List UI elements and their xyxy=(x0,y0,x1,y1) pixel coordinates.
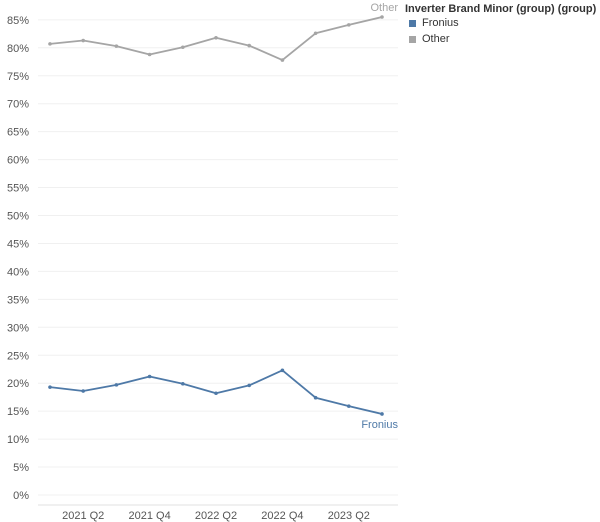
data-point-other xyxy=(247,43,251,48)
legend-item-fronius[interactable]: Fronius xyxy=(409,15,600,31)
y-tick-label: 70% xyxy=(7,99,29,111)
data-point-other xyxy=(313,31,318,36)
data-point-other xyxy=(347,23,351,27)
x-tick-label: 2023 Q2 xyxy=(328,510,370,522)
legend: Inverter Brand Minor (group) (group) Fro… xyxy=(405,3,600,47)
y-tick-label: 10% xyxy=(7,434,29,446)
y-tick-label: 60% xyxy=(7,155,29,167)
data-point-fronius xyxy=(247,383,251,388)
data-point-fronius xyxy=(280,368,285,373)
x-tick-label: 2022 Q2 xyxy=(195,510,237,522)
legend-label: Other xyxy=(422,33,450,45)
data-point-fronius xyxy=(48,385,52,389)
end-label-other: Other xyxy=(370,2,398,14)
y-tick-label: 75% xyxy=(7,71,29,83)
data-point-other xyxy=(181,45,185,50)
y-tick-label: 0% xyxy=(13,490,29,502)
legend-label: Fronius xyxy=(422,17,459,29)
y-tick-label: 50% xyxy=(7,211,29,223)
data-point-fronius xyxy=(313,395,318,400)
y-tick-label: 65% xyxy=(7,127,29,139)
y-tick-label: 20% xyxy=(7,378,29,390)
legend-swatch xyxy=(409,19,416,27)
data-point-other xyxy=(380,15,384,19)
legend-title: Inverter Brand Minor (group) (group) xyxy=(405,3,597,15)
y-tick-label: 30% xyxy=(7,322,29,334)
y-tick-label: 55% xyxy=(7,183,29,195)
data-point-fronius xyxy=(114,383,119,387)
y-tick-label: 35% xyxy=(7,294,29,306)
data-point-other xyxy=(81,38,85,43)
data-point-fronius xyxy=(214,391,218,396)
y-tick-label: 5% xyxy=(13,462,29,474)
y-tick-label: 15% xyxy=(7,406,29,418)
y-tick-label: 25% xyxy=(7,350,29,362)
end-label-fronius: Fronius xyxy=(361,419,398,431)
data-point-other xyxy=(48,42,52,46)
x-tick-label: 2022 Q4 xyxy=(261,510,303,522)
y-tick-label: 85% xyxy=(7,15,29,27)
data-point-fronius xyxy=(81,389,85,393)
data-point-fronius xyxy=(380,412,384,416)
data-point-fronius xyxy=(347,404,351,408)
data-point-other xyxy=(114,44,119,48)
data-point-fronius xyxy=(181,381,185,386)
x-tick-label: 2021 Q2 xyxy=(62,510,104,522)
data-point-other xyxy=(147,52,152,57)
y-tick-label: 45% xyxy=(7,238,29,250)
data-point-fronius xyxy=(147,374,152,379)
x-tick-label: 2021 Q4 xyxy=(128,510,170,522)
data-point-other xyxy=(280,58,285,62)
legend-item-other[interactable]: Other xyxy=(409,31,600,47)
y-tick-label: 80% xyxy=(7,43,29,55)
y-tick-label: 40% xyxy=(7,266,29,278)
legend-swatch xyxy=(409,35,416,43)
data-point-other xyxy=(214,35,218,40)
